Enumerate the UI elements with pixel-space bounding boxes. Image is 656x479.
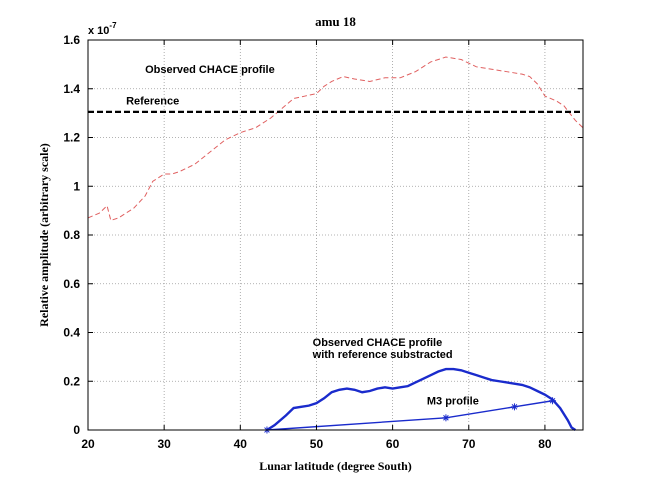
y-tick-label: 0.8 [63, 228, 80, 242]
ticks: 20 30 40 50 60 70 80 0 0.2 0.4 0.6 0.8 1 1.2 1.4 1.6 [63, 33, 583, 451]
plot-background [88, 40, 583, 430]
x-axis-label: Lunar latitude (degree South) [259, 459, 412, 473]
y-tick-label: 1 [73, 179, 80, 193]
annotation-subtracted-2: with reference substracted [312, 349, 453, 361]
annotation-observed: Observed CHACE profile [145, 64, 275, 76]
y-axis-multiplier-exponent: -7 [109, 21, 117, 30]
x-tick-label: 80 [538, 437, 552, 451]
x-tick-label: 40 [234, 437, 248, 451]
x-tick-label: 50 [310, 437, 324, 451]
x-tick-label: 60 [386, 437, 400, 451]
y-tick-label: 0.4 [63, 326, 80, 340]
x-tick-label: 70 [462, 437, 476, 451]
x-tick-label: 30 [157, 437, 171, 451]
series-observed-line [87, 56, 584, 222]
series-m3-marker [510, 403, 518, 411]
y-tick-label: 1.4 [63, 82, 80, 96]
annotations: Observed CHACE profile Reference Observed … [126, 64, 479, 408]
annotation-m3: M3 profile [427, 395, 479, 407]
series-m3-marker [549, 397, 557, 405]
annotation-reference: Reference [126, 96, 179, 108]
series-m3-line [266, 400, 553, 431]
y-axis-label: Relative amplitude (arbitrary scale) [37, 143, 51, 327]
y-axis-multiplier: x 10-7 [88, 21, 117, 37]
annotation-subtracted-1: Observed CHACE profile [313, 337, 443, 349]
x-tick-label: 20 [81, 437, 95, 451]
y-tick-label: 1.2 [63, 131, 80, 145]
plot-area: 20 30 40 50 60 70 80 0 0.2 0.4 0.6 0.8 1 1.2 1.4 1.6 Ob… [63, 33, 584, 451]
y-tick-label: 0.6 [63, 277, 80, 291]
series-layer [87, 56, 584, 434]
y-tick-label: 0 [73, 423, 80, 437]
grid [88, 40, 583, 430]
chart-title: amu 18 [315, 14, 356, 29]
series-subtracted-line [266, 367, 577, 432]
y-tick-label: 1.6 [63, 33, 80, 47]
y-tick-label: 0.2 [63, 374, 80, 388]
y-axis-multiplier-base: x 10 [88, 25, 109, 37]
series-m3-marker [442, 414, 450, 422]
